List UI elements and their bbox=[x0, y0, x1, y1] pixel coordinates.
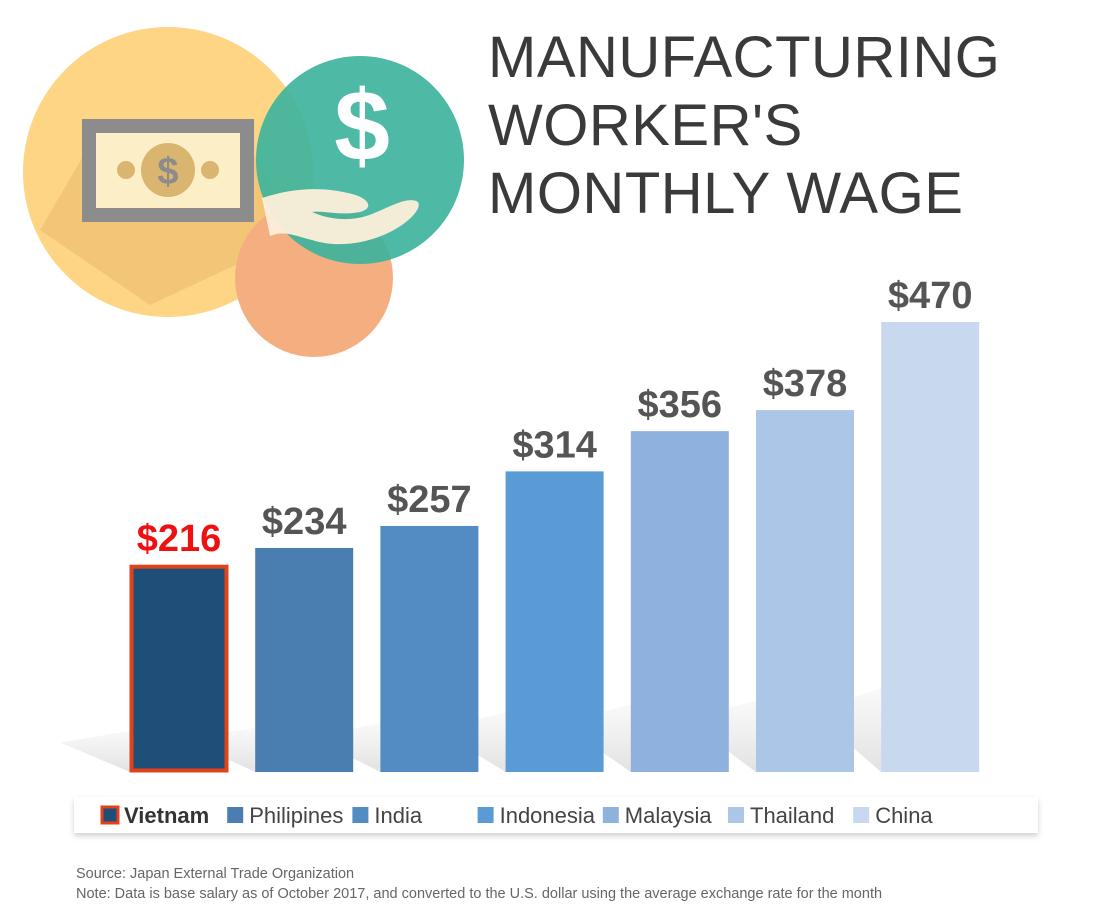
source-text: Source: Japan External Trade Organizatio… bbox=[76, 866, 355, 882]
coin-icon bbox=[141, 143, 195, 197]
bar-philipines bbox=[255, 547, 354, 772]
chart-title: MANUFACTURING WORKER'S MONTHLY WAGE bbox=[488, 24, 1088, 228]
legend-label-china: China bbox=[875, 803, 933, 828]
bar-vietnam bbox=[129, 564, 229, 773]
bar-thailand bbox=[756, 410, 854, 772]
value-labels-layer: $216 $234 $257 $314 $356 $378 $470 bbox=[137, 275, 973, 560]
legend-marker-malaysia bbox=[602, 807, 619, 823]
legend-label-india: India bbox=[374, 803, 422, 828]
legend-marker-thailand bbox=[728, 807, 744, 823]
value-label-india: $257 bbox=[387, 479, 472, 521]
legend-marker-china bbox=[853, 807, 870, 823]
value-label-philipines: $234 bbox=[262, 501, 347, 543]
hand-icon bbox=[262, 189, 419, 245]
source-notes: Source: Japan External Trade Organizatio… bbox=[76, 864, 882, 904]
title-line-2: WORKER'S bbox=[488, 93, 803, 158]
bars-layer bbox=[129, 322, 980, 773]
coin-dollar-glyph: $ bbox=[157, 151, 178, 193]
legend-marker-indonesia bbox=[477, 807, 494, 823]
legend-label-malaysia: Malaysia bbox=[625, 803, 713, 828]
bar-india bbox=[380, 525, 479, 772]
value-label-china: $470 bbox=[888, 275, 973, 317]
legend-label-indonesia: Indonesia bbox=[500, 803, 596, 828]
banknote-icon: $ bbox=[82, 119, 254, 222]
svg-text:$: $ bbox=[334, 70, 390, 182]
dollar-sign-icon: $ bbox=[334, 70, 390, 182]
legend-marker-india bbox=[352, 807, 369, 823]
bar-china bbox=[881, 322, 980, 772]
legend-label-philipines: Philipines bbox=[249, 803, 343, 828]
bar-malaysia bbox=[630, 431, 729, 772]
value-label-malaysia: $356 bbox=[638, 384, 723, 426]
legend-label-vietnam: Vietnam bbox=[124, 803, 209, 828]
legend-marker-vietnam bbox=[100, 805, 120, 825]
title-line-1: MANUFACTURING bbox=[488, 25, 1001, 90]
money-illustration: $ $ bbox=[23, 27, 464, 357]
value-label-vietnam: $216 bbox=[137, 518, 222, 560]
legend-marker-philipines bbox=[227, 807, 244, 823]
bar-indonesia bbox=[505, 471, 604, 772]
value-label-indonesia: $314 bbox=[512, 424, 597, 466]
legend-label-thailand: Thailand bbox=[750, 803, 834, 828]
title-line-3: MONTHLY WAGE bbox=[488, 161, 964, 226]
legend: Vietnam Philipines India Indonesia Malaysia T… bbox=[100, 803, 933, 828]
note-text: Note: Data is base salary as of October … bbox=[76, 886, 883, 902]
value-label-thailand: $378 bbox=[763, 363, 848, 405]
